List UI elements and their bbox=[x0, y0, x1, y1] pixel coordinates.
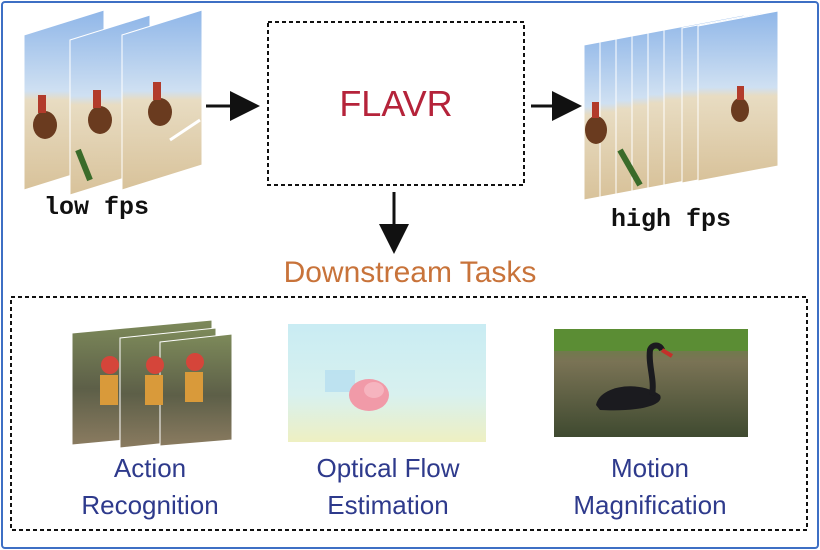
task-line-2: Estimation bbox=[327, 490, 449, 520]
input-label: low fps bbox=[44, 193, 150, 222]
horse-jump-frame-stack-high bbox=[583, 10, 779, 201]
task-line-2: Recognition bbox=[81, 490, 219, 520]
optical-flow-map bbox=[288, 324, 486, 442]
task-line-1: Motion bbox=[610, 453, 690, 483]
task-line-1: Optical Flow bbox=[316, 453, 460, 483]
downstream-title: Downstream Tasks bbox=[283, 256, 537, 289]
task-action-recognition: Action Recognition bbox=[40, 450, 260, 524]
swan-image bbox=[554, 329, 748, 437]
downstream-box bbox=[10, 296, 808, 531]
task-motion-magnification: Motion Magnification bbox=[540, 450, 760, 524]
model-box bbox=[267, 21, 525, 186]
frame-3 bbox=[121, 9, 203, 191]
task-line-1: Action bbox=[113, 453, 187, 483]
task-line-2: Magnification bbox=[573, 490, 727, 520]
model-name: FLAVR bbox=[339, 83, 453, 124]
horse-jump-frame-stack-low bbox=[23, 9, 203, 196]
output-label: high fps bbox=[611, 205, 732, 234]
task-optical-flow-estimation: Optical Flow Estimation bbox=[278, 450, 498, 524]
action-frame-stack bbox=[71, 319, 233, 449]
